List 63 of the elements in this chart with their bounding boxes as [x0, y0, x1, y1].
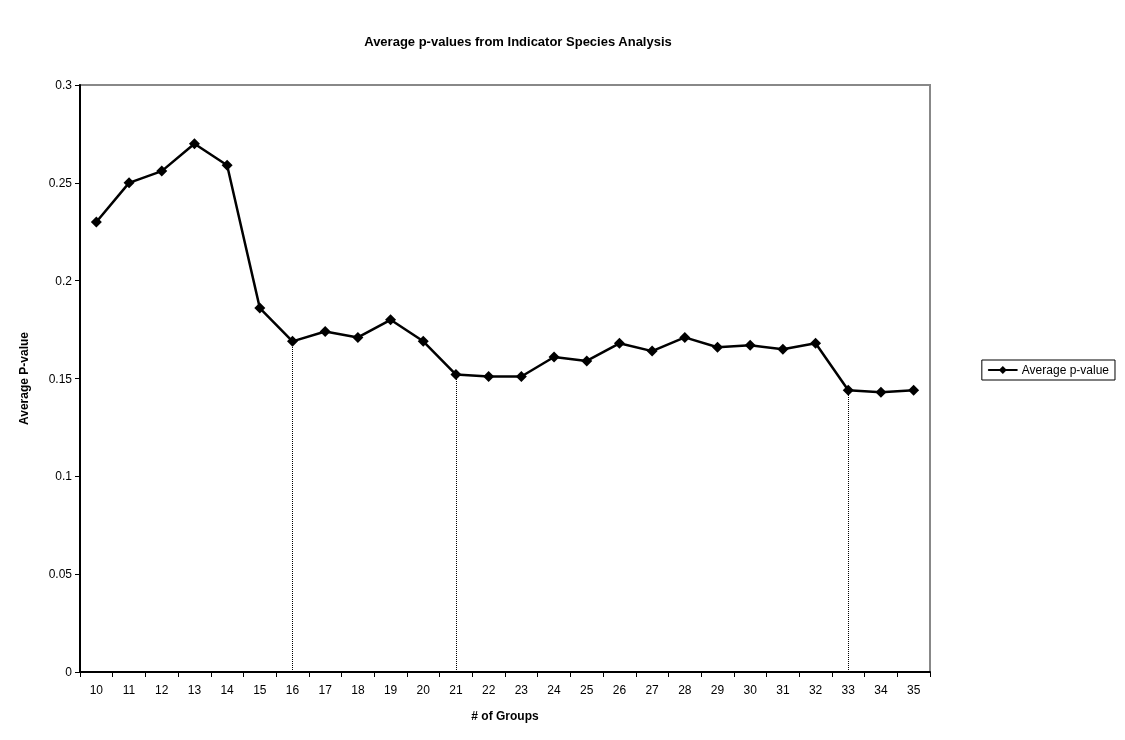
point: [548, 351, 560, 363]
point: [188, 138, 200, 150]
legend-label: Average p-value: [1021, 363, 1110, 377]
x-tick-label: 20: [416, 683, 431, 697]
x-tick-label: 18: [351, 683, 365, 697]
point: [385, 314, 397, 326]
x-tick-label: 12: [155, 683, 169, 697]
point: [744, 339, 756, 351]
point: [123, 177, 135, 189]
point: [646, 345, 658, 357]
x-tick-label: 33: [841, 683, 856, 697]
x-tick-label: 27: [645, 683, 660, 697]
point: [254, 302, 266, 314]
y-tick-label: 0.15: [48, 371, 73, 386]
point: [712, 341, 723, 353]
chart-title: Average p-values from Indicator Species Analysis: [364, 34, 672, 49]
point: [515, 371, 527, 383]
point: [581, 355, 593, 367]
x-tick-label: 10: [89, 683, 104, 697]
x-tick-label: 30: [743, 683, 758, 697]
y-tick-label: 0.2: [55, 273, 73, 288]
point: [319, 326, 331, 338]
point: [287, 335, 298, 347]
x-tick-label: 34: [874, 683, 888, 697]
x-tick-label: 14: [220, 683, 235, 697]
point: [613, 337, 625, 349]
point: [352, 331, 364, 343]
y-axis-title: Average P-value: [17, 331, 31, 425]
x-tick-label: 13: [187, 683, 202, 697]
x-tick-label: 17: [318, 683, 333, 697]
x-tick-label: 22: [481, 683, 496, 697]
x-tick-label: 35: [906, 683, 921, 697]
x-tick-label: 29: [710, 683, 725, 697]
point: [450, 369, 462, 381]
x-tick-label: 19: [383, 683, 398, 697]
point: [908, 384, 920, 396]
point: [156, 165, 168, 177]
y-tick-label: 0.1: [55, 469, 73, 484]
point: [777, 343, 789, 355]
x-tick-label: 28: [678, 683, 692, 697]
x-tick-label: 23: [514, 683, 529, 697]
x-axis-title: # of Groups: [471, 709, 539, 723]
y-tick-label: 0.05: [48, 567, 73, 582]
x-tick-label: 31: [776, 683, 790, 697]
x-tick-label: 26: [612, 683, 627, 697]
x-tick-label: 24: [547, 683, 562, 697]
point: [90, 216, 102, 228]
x-tick-label: 16: [285, 683, 300, 697]
point: [810, 337, 822, 349]
x-tick-label: 32: [808, 683, 823, 697]
point: [679, 331, 691, 343]
point: [842, 384, 854, 396]
point: [221, 159, 233, 171]
x-tick-label: 21: [449, 683, 463, 697]
x-tick-label: 25: [580, 683, 594, 697]
x-tick-label: 11: [122, 683, 136, 697]
point: [483, 371, 495, 383]
y-tick-label: 0: [65, 665, 73, 679]
y-tick-label: 0.25: [48, 175, 73, 190]
y-tick-label: 0.3: [55, 78, 73, 92]
point: [875, 386, 887, 398]
point: [417, 335, 429, 347]
x-tick-label: 15: [253, 683, 267, 697]
